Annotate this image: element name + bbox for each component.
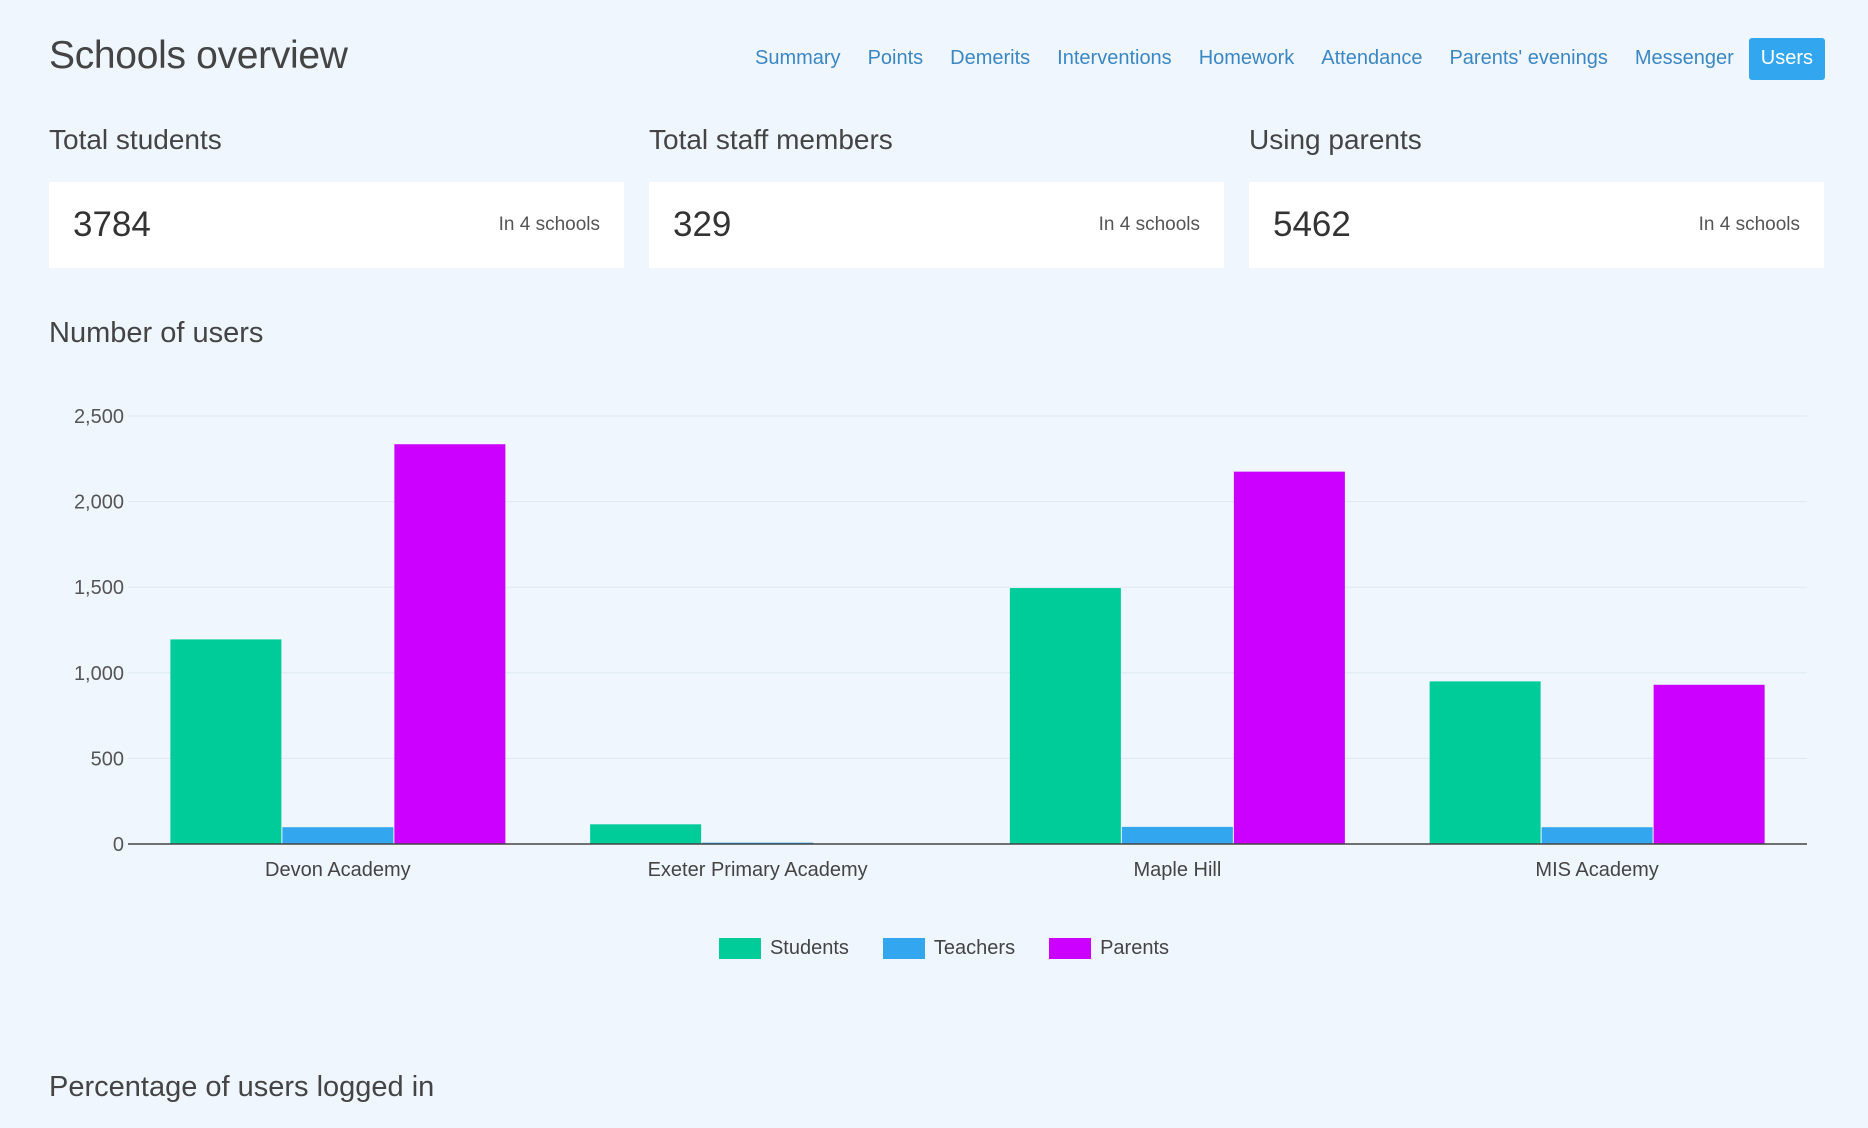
y-tick-label: 500 <box>91 748 124 770</box>
stat-card: 5462 In 4 schools <box>1249 182 1824 268</box>
legend-item-parents[interactable]: Parents <box>1049 937 1169 960</box>
stat-subtext: In 4 schools <box>1698 214 1800 235</box>
y-tick-label: 0 <box>113 834 124 856</box>
y-tick-label: 1,000 <box>74 663 124 685</box>
stat-subtext: In 4 schools <box>498 214 600 235</box>
stat-label: Using parents <box>1249 124 1422 155</box>
bar-parents <box>1653 684 1765 844</box>
bar-students <box>590 824 702 844</box>
users-chart-title: Number of users <box>49 317 264 349</box>
percentage-logged-in-title: Percentage of users logged in <box>49 1071 435 1103</box>
legend-swatch-parents <box>1049 938 1092 959</box>
chart-legend: Students Teachers Parents <box>0 937 1868 960</box>
bar-teachers <box>1121 826 1233 844</box>
stat-value: 329 <box>673 205 732 244</box>
top-nav: Summary Points Demerits Interventions Ho… <box>740 38 1825 80</box>
bar-teachers <box>1541 827 1653 844</box>
y-tick-label: 2,500 <box>74 406 124 428</box>
legend-label: Students <box>769 937 849 959</box>
nav-points[interactable]: Points <box>867 47 924 69</box>
stat-value: 3784 <box>73 205 151 244</box>
bar-students <box>1429 681 1541 844</box>
stat-using-parents: Using parents 5462 In 4 schools <box>1249 119 1824 268</box>
nav-demerits[interactable]: Demerits <box>950 47 1031 69</box>
stat-card: 3784 In 4 schools <box>49 182 624 268</box>
bar-students <box>1009 588 1121 844</box>
legend-label: Teachers <box>933 937 1016 959</box>
nav-parents-evenings[interactable]: Parents' evenings <box>1449 47 1608 69</box>
y-tick-label: 1,500 <box>74 577 124 599</box>
nav-homework[interactable]: Homework <box>1198 47 1295 69</box>
bar-teachers <box>282 827 394 844</box>
bar-students <box>170 639 282 844</box>
x-tick-label: Maple Hill <box>1133 859 1221 881</box>
bar-parents <box>1233 471 1345 844</box>
legend-swatch-teachers <box>882 938 925 959</box>
legend-item-teachers[interactable]: Teachers <box>882 937 1016 960</box>
stat-subtext: In 4 schools <box>1098 214 1200 235</box>
nav-interventions[interactable]: Interventions <box>1057 47 1172 69</box>
stat-label: Total students <box>49 124 222 155</box>
nav-summary[interactable]: Summary <box>754 47 841 69</box>
bar-parents <box>394 444 506 844</box>
x-tick-label: MIS Academy <box>1535 859 1658 881</box>
page-title: Schools overview <box>49 34 348 77</box>
y-tick-label: 2,000 <box>74 492 124 514</box>
stat-value: 5462 <box>1273 205 1351 244</box>
x-tick-label: Exeter Primary Academy <box>648 859 868 881</box>
stat-total-students: Total students 3784 In 4 schools <box>49 119 624 268</box>
stat-total-staff: Total staff members 329 In 4 schools <box>649 119 1224 268</box>
x-tick-label: Devon Academy <box>265 859 411 881</box>
nav-users[interactable]: Users <box>1748 38 1825 80</box>
legend-item-students[interactable]: Students <box>718 937 849 960</box>
legend-label: Parents <box>1100 937 1170 959</box>
nav-messenger[interactable]: Messenger <box>1634 47 1734 69</box>
stat-card: 329 In 4 schools <box>649 182 1224 268</box>
stat-label: Total staff members <box>649 124 893 155</box>
legend-swatch-students <box>718 938 761 959</box>
nav-attendance[interactable]: Attendance <box>1321 47 1423 69</box>
